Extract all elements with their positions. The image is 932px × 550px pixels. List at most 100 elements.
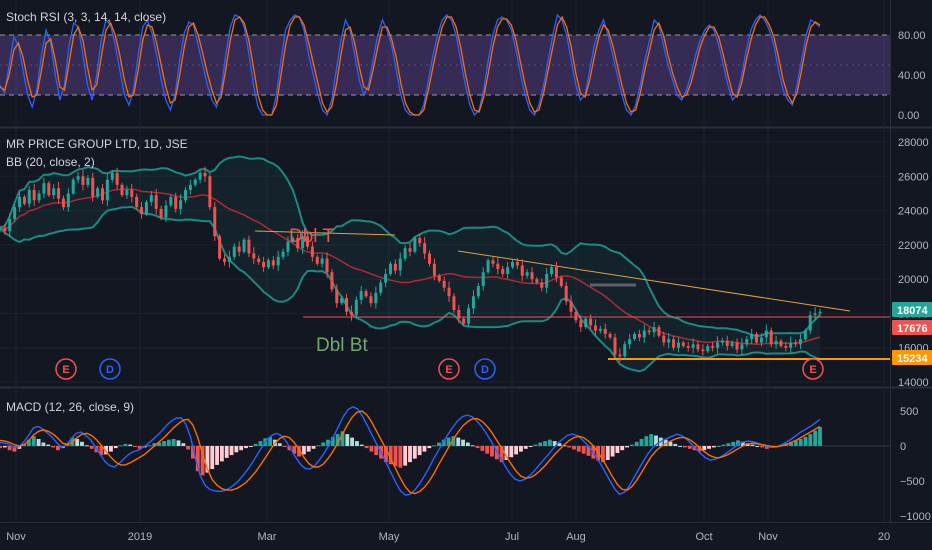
descending-trendline[interactable] bbox=[457, 250, 851, 312]
macd-hist-bar-43 bbox=[205, 446, 210, 473]
macd-hist-bar-119 bbox=[572, 446, 576, 450]
candle-body-105 bbox=[510, 262, 515, 268]
candle-body-51 bbox=[247, 239, 251, 254]
stoch-rsi-title[interactable]: Stoch RSI (3, 3, 14, 14, close) bbox=[6, 10, 167, 24]
candle-body-121 bbox=[589, 318, 593, 326]
candle-body-6 bbox=[27, 190, 31, 204]
macd-hist-bar-48 bbox=[229, 446, 234, 456]
macd-hist-bar-37 bbox=[176, 440, 181, 446]
candle-body-72 bbox=[349, 311, 353, 316]
candle-body-150 bbox=[730, 342, 734, 346]
candle-body-125 bbox=[608, 334, 612, 338]
candle-body-59 bbox=[286, 241, 290, 252]
macd-hist-bar-140 bbox=[673, 443, 678, 446]
candle-body-149 bbox=[725, 340, 729, 346]
candle-body-167 bbox=[813, 313, 817, 316]
price-chart-title[interactable]: MR PRICE GROUP LTD, 1D, JSE bbox=[6, 137, 188, 151]
macd-hist-bar-7 bbox=[31, 436, 36, 446]
macd-hist-bar-33 bbox=[157, 442, 162, 446]
macd-y-tick-0: 500 bbox=[900, 406, 918, 418]
macd-hist-bar-54 bbox=[258, 441, 263, 446]
candle-body-83 bbox=[403, 248, 407, 259]
candle-body-99 bbox=[481, 272, 485, 286]
macd-hist-bar-0 bbox=[0, 446, 2, 449]
candle-body-141 bbox=[686, 346, 690, 348]
candle-body-160 bbox=[779, 340, 783, 346]
candle-body-29 bbox=[140, 207, 144, 214]
macd-hist-bar-118 bbox=[567, 446, 572, 448]
candle-body-60 bbox=[291, 238, 295, 242]
candle-body-15 bbox=[71, 179, 75, 194]
candle-body-10 bbox=[47, 183, 51, 196]
candle-body-130 bbox=[633, 334, 637, 340]
candle-body-104 bbox=[506, 267, 510, 274]
time-x-tick-0: Nov bbox=[6, 531, 26, 543]
double-top-trendline[interactable] bbox=[254, 230, 396, 236]
candle-body-117 bbox=[569, 301, 573, 312]
candle-body-165 bbox=[803, 330, 807, 340]
candle-body-78 bbox=[379, 282, 383, 293]
candle-body-166 bbox=[808, 315, 812, 331]
macd-hist-bar-116 bbox=[557, 443, 562, 446]
macd-hist-bar-131 bbox=[629, 444, 634, 446]
candle-body-66 bbox=[320, 258, 324, 264]
macd-hist-bar-34 bbox=[162, 441, 166, 446]
candle-body-84 bbox=[408, 248, 412, 252]
macd-hist-bar-44 bbox=[210, 446, 215, 470]
macd-hist-bar-53 bbox=[253, 443, 258, 446]
candle-body-163 bbox=[794, 342, 798, 345]
candle-body-112 bbox=[545, 274, 549, 288]
annotation-dbl-bt[interactable]: Dbl Bt bbox=[316, 335, 368, 356]
macd-hist-bar-150 bbox=[721, 444, 726, 446]
macd-hist-bar-10 bbox=[46, 444, 51, 446]
candle-body-40 bbox=[193, 179, 197, 185]
macd-hist-bar-90 bbox=[432, 445, 437, 447]
candle-body-20 bbox=[96, 188, 100, 197]
stoch-y-tick-0: 0.00 bbox=[898, 110, 919, 122]
macd-hist-bar-145 bbox=[697, 446, 702, 452]
annotation-dbl-t[interactable]: Dbl T bbox=[289, 226, 334, 247]
candle-body-67 bbox=[325, 258, 329, 273]
candle-body-101 bbox=[491, 260, 495, 264]
macd-hist-bar-49 bbox=[234, 446, 239, 453]
macd-hist-bar-165 bbox=[793, 440, 798, 446]
macd-title[interactable]: MACD (12, 26, close, 9) bbox=[6, 400, 135, 414]
macd-hist-bar-59 bbox=[282, 446, 287, 447]
macd-hist-bar-11 bbox=[51, 446, 55, 448]
candle-body-56 bbox=[271, 260, 275, 266]
macd-hist-bar-93 bbox=[446, 437, 451, 446]
candle-body-69 bbox=[335, 289, 339, 304]
candle-body-123 bbox=[598, 328, 602, 331]
candle-body-137 bbox=[667, 339, 671, 343]
candle-body-14 bbox=[66, 193, 70, 208]
candle-body-120 bbox=[584, 318, 588, 328]
candle-body-76 bbox=[369, 296, 373, 304]
macd-hist-bar-89 bbox=[427, 446, 432, 449]
candle-body-79 bbox=[384, 274, 388, 283]
price-y-tick-7: 28000 bbox=[898, 137, 929, 149]
macd-y-tick-3: −1000 bbox=[900, 511, 931, 523]
candle-body-74 bbox=[359, 291, 363, 300]
macd-hist-bar-58 bbox=[277, 443, 282, 446]
candle-body-168 bbox=[818, 311, 822, 314]
macd-hist-bar-42 bbox=[200, 446, 205, 476]
candle-body-159 bbox=[774, 340, 778, 345]
price-y-tick-3: 20000 bbox=[898, 274, 929, 286]
candle-body-164 bbox=[798, 339, 802, 345]
candle-body-106 bbox=[515, 262, 519, 266]
candle-body-124 bbox=[603, 328, 607, 334]
macd-hist-bar-104 bbox=[499, 446, 504, 463]
macd-hist-bar-41 bbox=[195, 446, 200, 472]
candle-body-142 bbox=[691, 344, 695, 348]
candle-body-92 bbox=[447, 287, 451, 297]
macd-hist-bar-12 bbox=[55, 446, 60, 451]
macd-hist-bar-107 bbox=[514, 446, 519, 455]
candle-body-33 bbox=[159, 208, 163, 218]
event-badge-2: E bbox=[445, 364, 452, 376]
candle-body-88 bbox=[428, 253, 432, 264]
bb-indicator-title[interactable]: BB (20, close, 2) bbox=[6, 155, 95, 169]
macd-hist-bar-71 bbox=[340, 431, 345, 446]
price-tag-bg-1 bbox=[892, 320, 932, 335]
candle-body-133 bbox=[647, 330, 651, 333]
